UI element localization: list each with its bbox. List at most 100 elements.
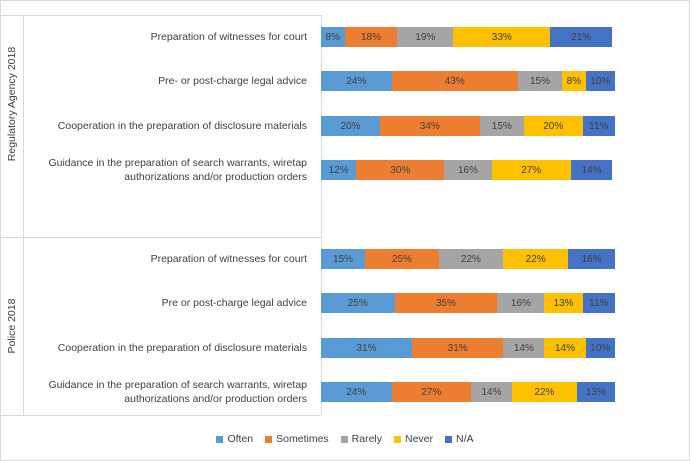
data-label: 10% (590, 342, 611, 354)
category-label: Guidance in the preparation of search wa… (48, 379, 307, 405)
bar-segment: 24% (321, 382, 392, 402)
data-label: 16% (457, 164, 478, 176)
legend-swatch (394, 435, 401, 443)
data-label: 19% (415, 31, 436, 43)
bar-segment: 14% (503, 338, 545, 358)
legend-swatch (445, 435, 453, 443)
data-label: 15% (491, 120, 512, 132)
legend-label: Rarely (351, 433, 382, 445)
legend-label: N/A (456, 433, 474, 445)
frame-line (1, 15, 321, 16)
data-label: 25% (391, 253, 412, 265)
category-label: Preparation of witnesses for court (150, 31, 307, 43)
data-label: 24% (346, 386, 367, 398)
data-label: 16% (510, 297, 531, 309)
legend-label: Sometimes (276, 433, 329, 445)
bar-segment: 11% (582, 116, 615, 136)
legend-swatch (216, 435, 224, 443)
data-label: 21% (571, 31, 592, 43)
legend: Often Sometimes Rarely Never N/A (1, 433, 689, 445)
legend-item: Rarely (340, 433, 382, 445)
data-label: 14% (481, 386, 502, 398)
bar-segment: 12% (321, 160, 357, 180)
data-label: 22% (534, 386, 555, 398)
group-label: Regulatory Agency 2018 (6, 46, 18, 161)
data-label: 27% (521, 164, 542, 176)
data-label: 25% (347, 297, 368, 309)
data-label: 33% (491, 31, 512, 43)
bar-segment: 8% (562, 71, 586, 91)
data-label: 22% (525, 253, 546, 265)
bar-segment: 35% (394, 293, 498, 313)
bar-segment: 13% (544, 293, 583, 313)
frame-line (23, 15, 24, 415)
category-label: Guidance in the preparation of search wa… (48, 157, 307, 183)
bar-segment: 27% (391, 382, 471, 402)
bar-segment: 15% (321, 249, 366, 269)
data-label: 31% (447, 342, 468, 354)
bar-segment: 16% (567, 249, 615, 269)
bar-segment: 13% (576, 382, 615, 402)
bar-segment: 18% (344, 27, 398, 47)
bar-segment: 14% (470, 382, 513, 402)
data-label: 12% (328, 164, 349, 176)
data-label: 8% (325, 31, 340, 43)
data-label: 15% (530, 75, 551, 87)
legend-item: Never (394, 433, 433, 445)
data-label: 35% (435, 297, 456, 309)
bar-segment: 14% (570, 160, 613, 180)
data-label: 34% (419, 120, 440, 132)
bar-segment: 43% (391, 71, 518, 91)
legend-label: Often (227, 433, 254, 445)
data-label: 10% (590, 75, 611, 87)
data-label: 18% (360, 31, 381, 43)
data-label: 27% (421, 386, 442, 398)
category-label: Cooperation in the preparation of disclo… (57, 120, 307, 132)
frame-line (1, 415, 321, 416)
data-label: 14% (555, 342, 576, 354)
bar-segment: 15% (517, 71, 563, 91)
data-label: 13% (585, 386, 606, 398)
category-label: Pre- or post-charge legal advice (158, 75, 307, 87)
bar-segment: 27% (491, 160, 571, 180)
category-label: Preparation of witnesses for court (150, 253, 307, 265)
bar-segment: 10% (585, 338, 615, 358)
bar-segment: 20% (523, 116, 583, 136)
bar-segment: 30% (356, 160, 445, 180)
category-label: Cooperation in the preparation of disclo… (57, 342, 307, 354)
data-label: 15% (333, 253, 354, 265)
data-label: 22% (460, 253, 481, 265)
bar-segment: 16% (444, 160, 492, 180)
bar-segment: 15% (479, 116, 524, 136)
data-label: 14% (581, 164, 602, 176)
bar-segment: 14% (544, 338, 586, 358)
bar-segment: 34% (379, 116, 480, 136)
data-label: 24% (346, 75, 367, 87)
data-label: 8% (566, 75, 582, 87)
legend-item: N/A (445, 433, 474, 445)
data-label: 11% (589, 120, 609, 132)
data-label: 43% (444, 75, 465, 87)
frame-line (1, 237, 321, 238)
data-label: 14% (513, 342, 534, 354)
bar-segment: 25% (365, 249, 439, 269)
data-label: 20% (543, 120, 564, 132)
bar-segment: 19% (397, 27, 454, 47)
bar-segment: 33% (453, 27, 551, 47)
bar-segment: 8% (321, 27, 345, 47)
bar-segment: 11% (582, 293, 615, 313)
bar-segment: 22% (438, 249, 504, 269)
legend-swatch (265, 435, 273, 443)
bar-segment: 21% (550, 27, 613, 47)
bar-segment: 22% (503, 249, 568, 269)
frame-line (321, 15, 322, 415)
data-label: 30% (390, 164, 411, 176)
legend-label: Never (405, 433, 434, 445)
bar-segment: 10% (585, 71, 615, 91)
legend-item: Sometimes (265, 433, 329, 445)
data-label: 31% (356, 342, 377, 354)
legend-swatch (340, 435, 348, 443)
bar-segment: 20% (321, 116, 380, 136)
bar-segment: 31% (412, 338, 504, 358)
